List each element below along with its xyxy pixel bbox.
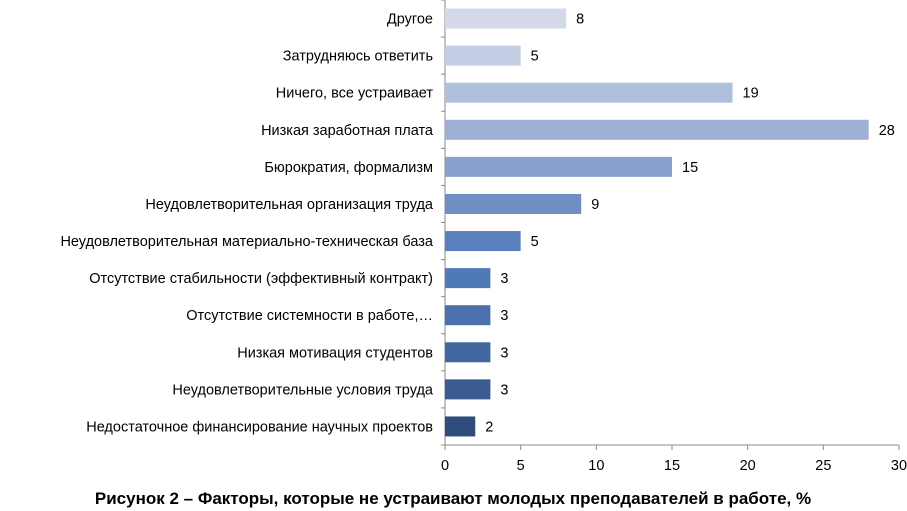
category-label: Бюрократия, формализм [264, 160, 433, 176]
bar [445, 45, 521, 66]
category-label: Неудовлетворительная материально-техниче… [60, 234, 433, 250]
bar [445, 379, 491, 400]
bar [445, 268, 491, 289]
data-label: 3 [500, 382, 508, 398]
bar [445, 342, 491, 363]
data-label: 15 [682, 160, 698, 176]
x-tick-label: 10 [588, 458, 604, 474]
x-tick-label: 20 [740, 458, 756, 474]
x-tick-label: 0 [441, 458, 449, 474]
category-label: Неудовлетворительные условия труда [172, 382, 434, 398]
x-tick-label: 5 [517, 458, 525, 474]
bar [445, 305, 491, 326]
bar [445, 193, 582, 214]
x-tick-label: 15 [664, 458, 680, 474]
data-label: 28 [879, 123, 895, 139]
data-label: 8 [576, 12, 584, 28]
bar [445, 156, 672, 177]
x-tick-label: 30 [891, 458, 907, 474]
bar [445, 119, 869, 140]
data-label: 5 [531, 234, 539, 250]
data-label: 9 [591, 197, 599, 213]
data-label: 2 [485, 419, 493, 435]
category-label: Низкая заработная плата [261, 123, 434, 139]
data-label: 3 [500, 271, 508, 287]
data-label: 5 [531, 49, 539, 65]
category-label: Затрудняюсь ответить [283, 49, 433, 65]
bar [445, 8, 567, 29]
chart-title: Рисунок 2 – Факторы, которые не устраива… [95, 489, 811, 508]
data-label: 3 [500, 345, 508, 361]
category-label: Отсутствие стабильности (эффективный кон… [89, 271, 433, 287]
category-label: Недостаточное финансирование научных про… [86, 419, 433, 435]
data-label: 3 [500, 308, 508, 324]
category-label: Низкая мотивация студентов [237, 345, 433, 361]
bar [445, 82, 733, 103]
category-label: Другое [387, 12, 433, 28]
category-label: Отсутствие системности в работе,… [186, 308, 433, 324]
bar [445, 231, 521, 252]
category-label: Неудовлетворительная организация труда [145, 197, 434, 213]
data-label: 19 [743, 86, 759, 102]
x-tick-label: 25 [815, 458, 831, 474]
bar [445, 416, 476, 437]
category-label: Ничего, все устраивает [276, 86, 434, 102]
